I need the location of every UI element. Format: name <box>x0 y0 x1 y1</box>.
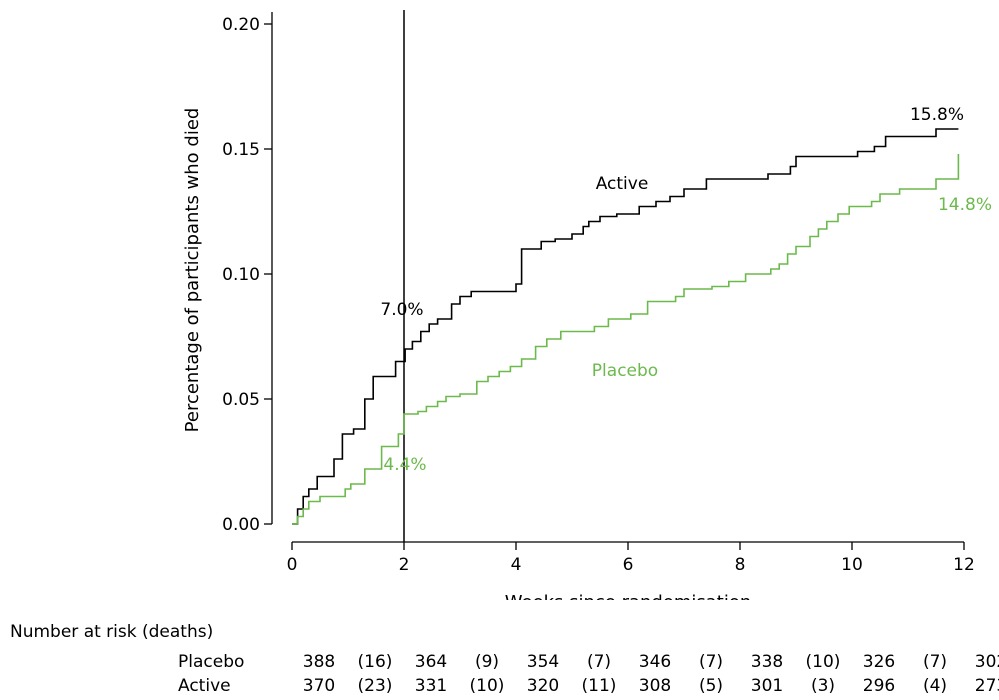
risk-cell: (10) <box>805 652 841 672</box>
series-layer <box>292 128 960 525</box>
y-tick-label: 0.15 <box>222 140 260 160</box>
risk-cell: (7) <box>698 652 724 672</box>
risk-row-placebo: Placebo 388 (16) 364 (9) 354 (7) 346 (7) 338 (10) 3… <box>0 652 999 674</box>
axes: 0.00 0.05 0.10 0.15 0.20 0 2 4 6 8 10 12 Weeks since… <box>182 10 975 600</box>
risk-cell: (5) <box>698 676 724 696</box>
risk-row-active: Active 370 (23) 331 (10) 320 (11) 308 (5) 301 (3) 2… <box>0 676 999 698</box>
x-tick-label: 10 <box>841 555 863 575</box>
risk-cell: 370 <box>302 676 336 696</box>
risk-cell: 301 <box>750 676 784 696</box>
risk-cell: (11) <box>581 676 617 696</box>
risk-cell: (9) <box>474 652 500 672</box>
x-tick-label: 2 <box>399 555 410 575</box>
risk-row-name: Active <box>178 676 231 696</box>
y-tick-label: 0.20 <box>222 15 260 35</box>
risk-row-name: Placebo <box>178 652 245 672</box>
risk-table-title: Number at risk (deaths) <box>10 622 214 642</box>
end-label-active: 15.8% <box>910 105 964 125</box>
risk-cell: (16) <box>357 652 393 672</box>
series-line-placebo <box>292 154 960 525</box>
labels-layer: Active 15.8% 7.0% Placebo 14.8% 4.4% <box>380 105 992 475</box>
point-label-placebo: 4.4% <box>383 455 426 475</box>
risk-cell: 296 <box>862 676 896 696</box>
risk-cell: 388 <box>302 652 336 672</box>
point-label-active: 7.0% <box>380 300 423 320</box>
risk-cell: (3) <box>810 676 836 696</box>
risk-cell: 302 <box>974 652 999 672</box>
risk-cell: 354 <box>526 652 560 672</box>
x-tick-label: 12 <box>953 555 975 575</box>
risk-cell: 331 <box>414 676 448 696</box>
risk-cell: 326 <box>862 652 896 672</box>
risk-cell: 364 <box>414 652 448 672</box>
km-chart: 0.00 0.05 0.10 0.15 0.20 0 2 4 6 8 10 12 Weeks since… <box>182 10 992 600</box>
risk-cell: (4) <box>922 676 948 696</box>
x-tick-label: 4 <box>511 555 522 575</box>
end-label-placebo: 14.8% <box>938 195 992 215</box>
risk-cell: 308 <box>638 676 672 696</box>
risk-cell: (7) <box>922 652 948 672</box>
risk-cell: 346 <box>638 652 672 672</box>
risk-cell: (23) <box>357 676 393 696</box>
y-tick-label: 0.00 <box>222 515 260 535</box>
risk-cell: 273 <box>974 676 999 696</box>
risk-cell: (10) <box>469 676 505 696</box>
y-tick-label: 0.10 <box>222 265 260 285</box>
risk-cell: 338 <box>750 652 784 672</box>
risk-cell: 320 <box>526 676 560 696</box>
y-tick-label: 0.05 <box>222 390 260 410</box>
y-axis-label: Percentage of participants who died <box>182 108 203 433</box>
x-tick-label: 0 <box>287 555 298 575</box>
series-line-active <box>292 128 959 525</box>
x-tick-label: 8 <box>735 555 746 575</box>
risk-cell: (7) <box>586 652 612 672</box>
series-label-active: Active <box>596 174 649 194</box>
x-tick-label: 6 <box>623 555 634 575</box>
x-axis-label: Weeks since randomisation <box>505 592 752 600</box>
series-label-placebo: Placebo <box>592 361 658 381</box>
